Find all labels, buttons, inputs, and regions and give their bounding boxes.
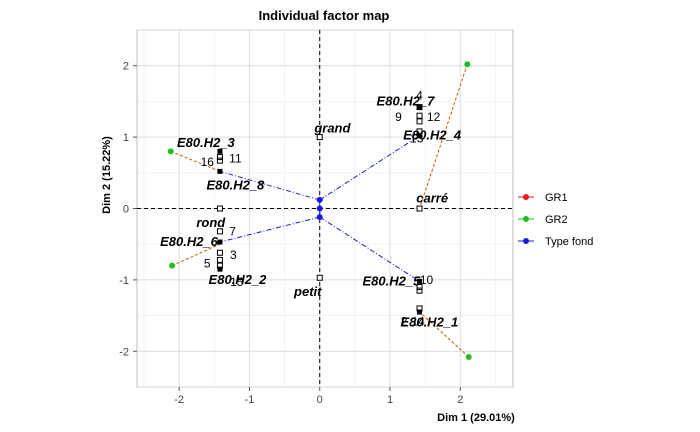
x-axis-title: Dim 1 (29.01%) <box>437 412 515 424</box>
product-marker <box>217 266 223 272</box>
y-tick-label: 0 <box>123 204 129 216</box>
product-marker <box>217 168 223 174</box>
modality-marker <box>316 134 323 141</box>
product-label: E80.H2_7 <box>377 93 436 108</box>
product-marker <box>417 309 423 315</box>
modality-label: carré <box>416 191 448 206</box>
panelist-label: 13 <box>410 132 424 146</box>
modality-marker <box>416 205 423 212</box>
panelist-marker <box>216 228 223 235</box>
legend: GR1 GR2 Type fond <box>518 192 593 248</box>
product-label: E80.H2_5 <box>363 273 422 288</box>
panelist-marker <box>416 118 423 125</box>
panelist-marker <box>216 256 223 263</box>
panelist-marker <box>216 154 223 161</box>
legend-label: GR2 <box>545 214 568 226</box>
group-point <box>167 148 174 155</box>
product-marker <box>417 133 423 139</box>
y-tick-label: 1 <box>123 132 129 144</box>
y-tick-label: 2 <box>123 61 129 73</box>
panelist-label: 11 <box>229 152 242 166</box>
type-fond-link-line <box>219 216 320 243</box>
type-fond-link-line <box>219 170 320 201</box>
panelist-label: 9 <box>395 110 402 124</box>
panelist-label: 15 <box>230 275 244 289</box>
product-marker <box>217 239 223 245</box>
product-marker <box>217 148 223 154</box>
y-axis-title: Dim 2 (15.22%) <box>101 136 113 214</box>
panelist-label: 3 <box>230 248 237 262</box>
legend-key-point <box>523 238 529 244</box>
product-label: E80.H2_6 <box>160 234 219 249</box>
product-label: E80.H2_3 <box>177 135 236 150</box>
product-marker <box>417 104 423 110</box>
modality-label: petit <box>293 284 322 299</box>
panelist-label: 2 <box>401 314 408 328</box>
x-tick-label: -1 <box>245 394 255 406</box>
group-point <box>464 61 471 68</box>
panelist-label: 16 <box>201 155 215 169</box>
panelist-label: 14 <box>411 314 425 328</box>
y-tick-label: -1 <box>119 275 129 287</box>
panelist-label: 10 <box>420 273 434 287</box>
panelist-marker <box>416 284 423 291</box>
product-label: E80.H2_4 <box>403 128 462 143</box>
panelist-label: 12 <box>427 110 441 124</box>
group-link-line <box>419 64 468 209</box>
group-link-line <box>419 311 470 358</box>
x-tick-label: 2 <box>457 394 463 406</box>
panelist-label: 5 <box>204 256 211 270</box>
legend-key-point <box>523 216 529 222</box>
panelist-marker <box>216 249 223 256</box>
product-label: E80.H2_2 <box>209 272 268 287</box>
panelist-marker <box>416 112 423 119</box>
y-tick-label: -2 <box>119 346 129 358</box>
group-point <box>316 196 323 203</box>
group-point <box>316 205 323 212</box>
modality-marker <box>316 274 323 281</box>
panelist-marker <box>216 157 223 164</box>
product-label: E80.H2_1 <box>400 315 458 330</box>
modality-label: rond <box>196 215 226 230</box>
panelist-label: 4 <box>416 89 423 103</box>
x-tick-label: -2 <box>174 394 184 406</box>
x-tick-label: 0 <box>317 394 323 406</box>
group-point <box>316 214 323 221</box>
x-tick-label: 1 <box>387 394 393 406</box>
group-point <box>465 354 472 361</box>
modality-marker <box>216 205 223 212</box>
modality-label: grand <box>313 121 351 136</box>
chart-title: Individual factor map <box>259 8 390 23</box>
panelist-marker <box>416 287 423 294</box>
product-label: E80.H2_8 <box>206 178 265 193</box>
product-marker <box>417 278 423 284</box>
group-link-line <box>170 150 221 172</box>
legend-label: GR1 <box>545 192 568 204</box>
group-link-line <box>171 243 221 267</box>
group-point <box>169 262 176 269</box>
legend-key-point <box>523 194 529 200</box>
legend-label: Type fond <box>545 236 593 248</box>
panelist-label: 7 <box>229 224 236 238</box>
